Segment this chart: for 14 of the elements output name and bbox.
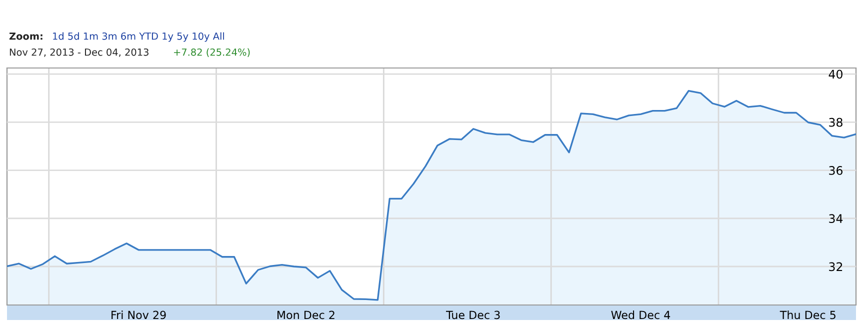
y-tick-label: 32 — [829, 262, 842, 272]
x-tick-label: Wed Dec 4 — [611, 310, 670, 320]
y-tick-label: 36 — [829, 166, 842, 175]
text: +7.82 (25.24%) — [174, 48, 250, 57]
x-tick-label: Mon Dec 2 — [278, 310, 334, 320]
y-tick-label: 40 — [828, 70, 842, 79]
x-tick-label: Fri Nov 29 — [112, 310, 166, 320]
text: 1d 5d 1m 3m 6m YTD 1y 5y 10y All — [53, 32, 224, 42]
x-tick-label: Tue Dec 3 — [446, 310, 500, 320]
x-tick-label: Thu Dec 5 — [780, 310, 836, 320]
y-tick-label: 38 — [829, 118, 842, 127]
text: Zoom: — [9, 32, 42, 40]
chart-subtitle: Nov 27, 2013 - Dec 04, 2013 — [10, 48, 148, 57]
y-tick-label: 34 — [829, 214, 843, 224]
